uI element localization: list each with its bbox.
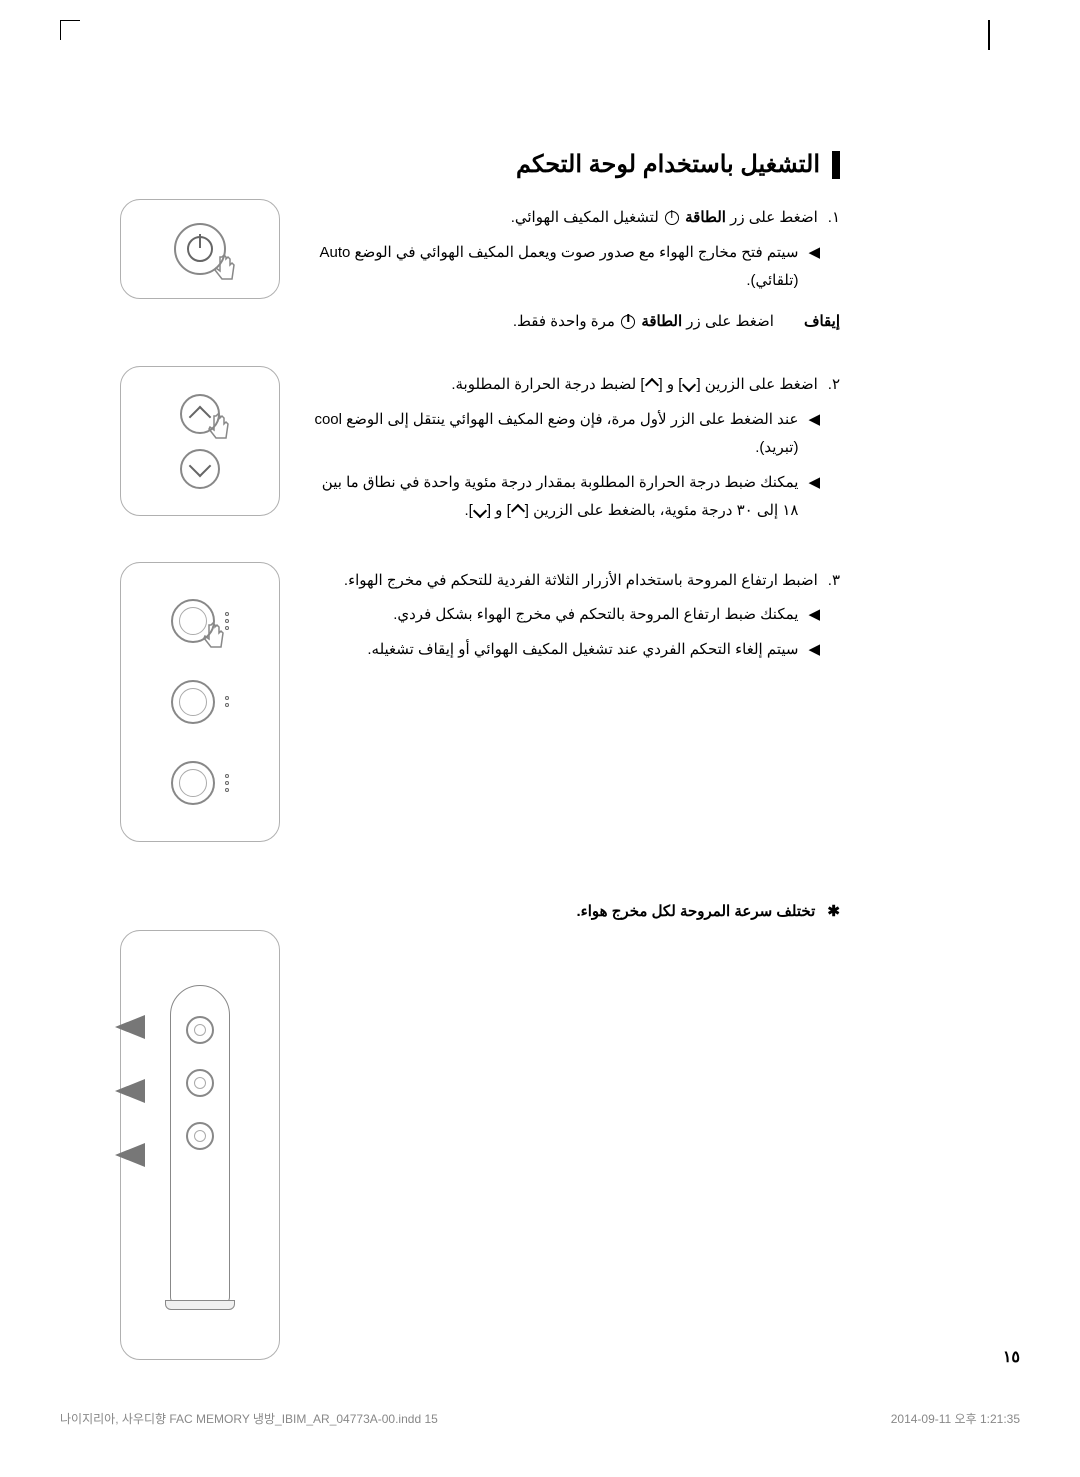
print-footer: 나이지리아, 사우디향 FAC MEMORY 냉방_IBIM_AR_04773A… [60,1410,1020,1427]
fan-outlet-icon [186,1069,214,1097]
bullet-arrow-icon: ◀ [808,601,820,630]
chevron-up-icon [644,378,658,392]
step-2: ٢. اضغط على الزرين [] و [] لضبط درجة الح… [310,371,840,400]
up-button-icon [180,394,220,434]
fan-outlet-icon [186,1122,214,1150]
footer-timestamp: 2014-09-11 오후 1:21:35 [891,1410,1020,1427]
dial-2 [171,680,229,724]
hand-icon [201,621,231,651]
air-arrow-icon [115,1015,145,1039]
title-text: التشغيل باستخدام لوحة التحكم [516,150,820,179]
bullet-arrow-icon: ◀ [808,239,820,296]
crop-marks [0,0,1080,40]
down-button-icon [180,449,220,489]
illustration-ac-unit [120,930,280,1360]
bullet-arrow-icon: ◀ [808,636,820,665]
step-1-bullet: ◀ سيتم فتح مخارج الهواء مع صدور صوت ويعم… [310,239,820,296]
step-2-bullet-1: ◀ عند الضغط على الزر لأول مرة، فإن وضع ا… [310,406,820,463]
step-1: ١. اضغط على زر الطاقة لتشغيل المكيف الهو… [310,204,840,233]
chevron-down-icon [473,504,487,518]
stop-instruction: إيقاف اضغط على زر الطاقة مرة واحدة فقط. [310,308,840,337]
power-icon [665,211,679,225]
illustration-power [120,199,280,299]
ac-unit-drawing [170,985,230,1305]
chevron-up-icon [511,504,525,518]
section-title: التشغيل باستخدام لوحة التحكم [60,150,840,179]
air-flow-arrows [115,1015,145,1167]
air-arrow-icon [115,1143,145,1167]
power-icon [621,315,635,329]
fan-outlet-icon [186,1016,214,1044]
illustration-temp [120,366,280,516]
page-number: ١٥ [1003,1347,1020,1367]
chevron-down-icon [682,378,696,392]
illustration-fan-dials [120,562,280,842]
note: ✱ تختلف سرعة المروحة لكل مخرج هواء. [60,902,840,920]
step-3-bullet-2: ◀ سيتم إلغاء التحكم الفردي عند تشغيل الم… [310,636,820,665]
step-2-bullet-2: ◀ يمكنك ضبط درجة الحرارة المطلوبة بمقدار… [310,469,820,526]
dial-1 [171,599,229,643]
air-arrow-icon [115,1079,145,1103]
bullet-arrow-icon: ◀ [808,469,820,526]
power-button-icon [174,223,226,275]
footer-file: 나이지리아, 사우디향 FAC MEMORY 냉방_IBIM_AR_04773A… [60,1410,438,1427]
dial-3 [171,761,229,805]
bullet-arrow-icon: ◀ [808,406,820,463]
hand-icon [212,253,242,283]
step-3-bullet-1: ◀ يمكنك ضبط ارتفاع المروحة بالتحكم في مخ… [310,601,820,630]
note-mark-icon: ✱ [827,903,840,920]
hand-icon [206,412,236,442]
step-3: ٣. اضبط ارتفاع المروحة باستخدام الأزرار … [310,567,840,596]
